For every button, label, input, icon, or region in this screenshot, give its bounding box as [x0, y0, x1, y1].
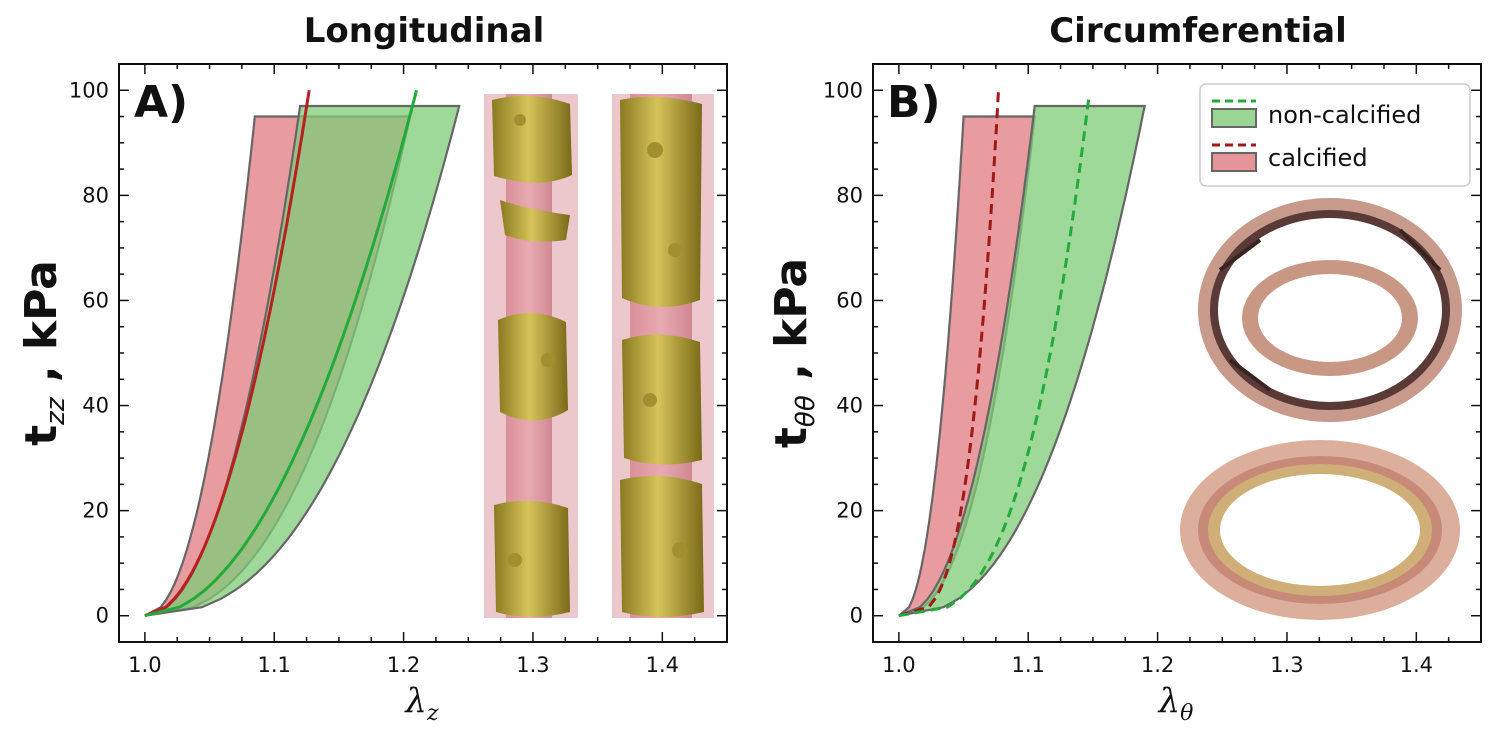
panel-a-xtick-label: 1.0	[128, 653, 161, 677]
panel-b-ytick-label: 60	[836, 288, 863, 312]
histology-image-non-calcified	[1180, 440, 1460, 620]
panel-b-xtick-label: 1.1	[1012, 653, 1045, 677]
panel-b-lines	[898, 90, 1091, 618]
panel-a-ticks: 1.0 1.1 1.2 1.3 1.4 0 20 40 60 80 100	[69, 64, 728, 677]
panel-b-title: Circumferential	[1049, 11, 1347, 51]
legend-patch-non-calcified	[1211, 108, 1257, 128]
panel-b-ylabel-main: t	[766, 427, 817, 448]
panel-a-line-non-calcified	[144, 89, 418, 618]
panel-a-xlabel-main: λ	[403, 681, 427, 721]
panel-a-ytick-label: 80	[82, 183, 109, 207]
panel-b-xtick-label: 1.4	[1400, 653, 1433, 677]
panel-a-ytick-label: 60	[82, 288, 109, 312]
panel-b-xtick-label: 1.3	[1270, 653, 1303, 677]
legend-patch-calcified	[1211, 152, 1257, 172]
panel-b-ylabel-unit: , kPa	[766, 258, 817, 395]
panel-b-bands	[898, 104, 1147, 617]
panel-a-bands	[144, 104, 461, 617]
panel-b-band-non-calcified	[898, 104, 1147, 617]
panel-b-label: B)	[887, 77, 941, 128]
panel-a-xtick-label: 1.1	[258, 653, 291, 677]
panel-b: 1.0 1.1 1.2 1.3 1.4 0 20 40 60 80 100 B) non-calci…	[766, 63, 1482, 726]
legend-label-calcified: calcified	[1268, 144, 1368, 172]
panel-a-title: Longitudinal	[304, 11, 544, 51]
panel-a-xtick-label: 1.4	[646, 653, 679, 677]
panel-a-ytick-label: 100	[69, 78, 109, 102]
panel-b-ticks: 1.0 1.1 1.2 1.3 1.4 0 20 40 60 80 100	[823, 64, 1482, 677]
panel-a-ytick-label: 0	[96, 604, 109, 628]
panel-a-line-calcified	[144, 90, 311, 618]
panel-a-xlabel: λz	[403, 681, 439, 726]
panel-b-xlabel: λθ	[1157, 681, 1194, 726]
panel-b-line-calcified	[898, 90, 1000, 618]
panel-a-ytick-label: 20	[82, 499, 109, 523]
vessel-reconstruction-image-2	[612, 94, 714, 618]
panel-a-ytick-label: 40	[82, 394, 109, 418]
panel-b-xtick-label: 1.2	[1141, 653, 1174, 677]
legend: non-calcified calcified	[1199, 83, 1471, 187]
panel-a-ylabel-main: t	[16, 425, 67, 446]
panel-a-ylabel-sub: zz	[41, 396, 71, 426]
svg-text:tzz , kPa: tzz , kPa	[16, 260, 71, 446]
panel-b-ytick-label: 20	[836, 499, 863, 523]
svg-text:tθθ , kPa: tθθ , kPa	[766, 258, 821, 448]
panel-b-line-non-calcified	[898, 95, 1091, 618]
panel-b-ytick-label: 80	[836, 183, 863, 207]
panel-a: 1.0 1.1 1.2 1.3 1.4 0 20 40 60 80 100 A) tzz , kPa…	[16, 63, 728, 726]
panel-a-xtick-label: 1.3	[516, 653, 549, 677]
panel-b-xtick-label: 1.0	[882, 653, 915, 677]
panel-b-ytick-label: 40	[836, 394, 863, 418]
panel-b-ylabel: tθθ , kPa	[766, 258, 821, 448]
panel-a-ylabel: tzz , kPa	[16, 260, 71, 446]
panel-a-xtick-label: 1.2	[387, 653, 420, 677]
panel-b-xlabel-sub: θ	[1180, 701, 1193, 726]
histology-image-calcified	[1198, 198, 1462, 422]
panel-a-label: A)	[134, 77, 188, 128]
panel-a-ylabel-unit: , kPa	[16, 260, 67, 397]
panel-b-ytick-label: 100	[823, 78, 863, 102]
panel-b-ytick-label: 0	[850, 604, 863, 628]
panel-a-lines	[144, 89, 418, 618]
panel-a-xlabel-sub: z	[426, 701, 439, 726]
legend-box	[1199, 83, 1471, 187]
panel-b-xlabel-main: λ	[1157, 681, 1181, 721]
panel-b-ylabel-sub: θθ	[791, 395, 821, 427]
vessel-reconstruction-image-1	[484, 94, 578, 618]
legend-label-non-calcified: non-calcified	[1268, 101, 1421, 129]
